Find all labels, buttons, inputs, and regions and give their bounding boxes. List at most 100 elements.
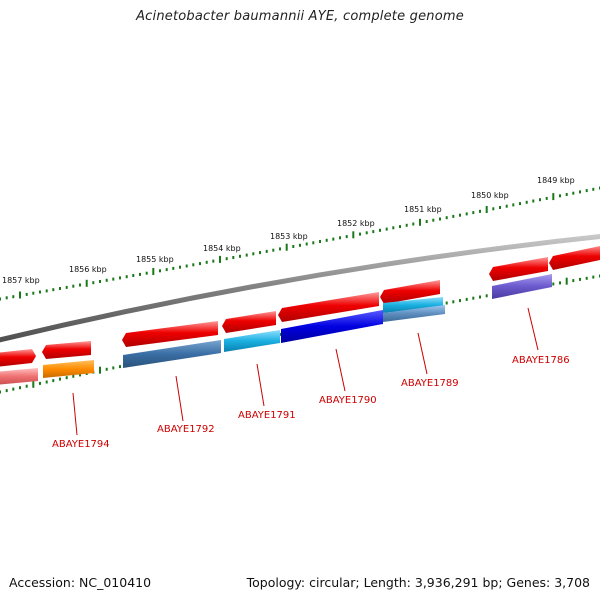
ruler-minor-tick xyxy=(59,377,61,381)
kbp-label-1857: 1857 kbp xyxy=(2,276,40,285)
ruler-minor-tick xyxy=(99,280,101,283)
ruler-minor-tick xyxy=(485,294,488,298)
ruler-minor-tick xyxy=(392,226,395,230)
ruler-major-tick xyxy=(19,291,21,299)
ruler-minor-tick xyxy=(205,260,208,264)
ruler-minor-tick xyxy=(172,266,175,270)
ruler-minor-tick xyxy=(452,214,455,218)
ruler-minor-tick xyxy=(512,203,515,207)
ruler-minor-tick xyxy=(119,365,121,369)
ruler-minor-tick xyxy=(52,379,55,383)
gene-arrow[interactable] xyxy=(222,311,276,333)
ruler-minor-tick xyxy=(472,296,475,300)
ruler-minor-tick xyxy=(539,198,541,202)
gene-label-abaye1786[interactable]: ABAYE1786 xyxy=(512,355,570,366)
kbp-label-1850: 1850 kbp xyxy=(471,191,509,200)
ruler-minor-tick xyxy=(412,222,415,226)
ruler-minor-tick xyxy=(125,275,128,279)
ruler-minor-tick xyxy=(472,211,475,215)
gene-label-abaye1790[interactable]: ABAYE1790 xyxy=(319,395,377,406)
ruler-major-tick xyxy=(152,268,155,275)
ruler-minor-tick xyxy=(339,236,341,240)
gene-arrow[interactable] xyxy=(380,280,440,304)
ruler-minor-tick xyxy=(225,257,228,261)
ruler-minor-tick xyxy=(165,268,168,272)
feature-block[interactable] xyxy=(383,297,443,313)
outer-kbp-ruler xyxy=(0,186,600,301)
ruler-minor-tick xyxy=(505,204,508,208)
ruler-minor-tick xyxy=(5,389,8,393)
ruler-minor-tick xyxy=(459,213,461,217)
ruler-minor-tick xyxy=(559,194,561,198)
gene-arrow[interactable] xyxy=(122,321,218,347)
ruler-minor-tick xyxy=(45,380,48,384)
ruler-minor-tick xyxy=(399,225,401,229)
ruler-minor-tick xyxy=(579,277,581,281)
gene-label-abaye1792[interactable]: ABAYE1792 xyxy=(157,424,215,435)
ruler-minor-tick xyxy=(119,276,121,280)
ruler-minor-tick xyxy=(132,274,135,277)
ruler-minor-tick xyxy=(519,202,521,206)
ruler-minor-tick xyxy=(545,196,548,200)
gene-arrow[interactable] xyxy=(549,245,600,270)
ruler-major-tick xyxy=(99,366,101,374)
ruler-minor-tick xyxy=(65,285,68,289)
gene-arrow[interactable] xyxy=(489,257,548,281)
ruler-minor-tick xyxy=(585,189,588,193)
ruler-minor-tick xyxy=(259,251,261,255)
gene-label-abaye1789[interactable]: ABAYE1789 xyxy=(401,378,459,389)
feature-block[interactable] xyxy=(224,330,280,352)
accession-text: Accession: NC_010410 xyxy=(9,575,152,590)
feature-block[interactable] xyxy=(123,340,221,368)
ruler-minor-tick xyxy=(585,276,588,280)
ruler-minor-tick xyxy=(212,259,215,263)
gene-label-abaye1794[interactable]: ABAYE1794 xyxy=(52,439,110,450)
feature-block[interactable] xyxy=(281,310,383,343)
ruler-minor-tick xyxy=(379,228,381,232)
ruler-minor-tick xyxy=(265,249,268,253)
ruler-minor-tick xyxy=(39,290,41,294)
topology-text: Topology: circular; Length: 3,936,291 bp… xyxy=(246,575,590,590)
ruler-minor-tick xyxy=(405,223,408,227)
feature-block[interactable] xyxy=(383,305,445,322)
feature-block[interactable] xyxy=(0,368,38,385)
kbp-label-1851: 1851 kbp xyxy=(404,205,442,214)
ruler-major-tick xyxy=(285,243,288,251)
ruler-minor-tick xyxy=(45,289,48,293)
gene-arrow[interactable] xyxy=(278,292,379,322)
forward-strand-genes xyxy=(0,245,600,367)
kbp-label-1852: 1852 kbp xyxy=(337,219,375,228)
ruler-minor-tick xyxy=(559,281,561,285)
kbp-label-1853: 1853 kbp xyxy=(270,232,308,241)
ruler-minor-tick xyxy=(39,381,41,385)
ruler-minor-tick xyxy=(72,284,75,288)
ruler-minor-tick xyxy=(459,299,461,303)
ruler-minor-tick xyxy=(552,282,555,286)
genome-backbone xyxy=(0,234,600,343)
ruler-minor-tick xyxy=(25,292,28,296)
ruler-minor-tick xyxy=(565,193,568,196)
ruler-minor-tick xyxy=(59,287,61,290)
gene-arrow[interactable] xyxy=(42,341,91,359)
ruler-minor-tick xyxy=(245,253,248,257)
ruler-major-tick xyxy=(485,206,488,213)
gene-label-abaye1791[interactable]: ABAYE1791 xyxy=(238,410,296,421)
ruler-minor-tick xyxy=(579,190,581,194)
ruler-major-tick xyxy=(565,277,568,285)
ruler-minor-tick xyxy=(105,278,108,282)
ruler-minor-tick xyxy=(499,206,501,209)
ruler-minor-tick xyxy=(65,376,68,380)
feature-block[interactable] xyxy=(492,274,552,299)
ruler-minor-tick xyxy=(79,283,81,287)
feature-block[interactable] xyxy=(43,360,94,378)
ruler-major-tick xyxy=(32,380,35,388)
ruler-minor-tick xyxy=(312,241,315,245)
gene-arrow[interactable] xyxy=(0,349,36,367)
ruler-major-tick xyxy=(552,193,555,201)
ruler-minor-tick xyxy=(145,271,148,275)
ruler-minor-tick xyxy=(439,217,441,221)
ruler-major-tick xyxy=(352,231,355,239)
ruler-minor-tick xyxy=(365,231,368,235)
ruler-minor-tick xyxy=(492,207,495,211)
